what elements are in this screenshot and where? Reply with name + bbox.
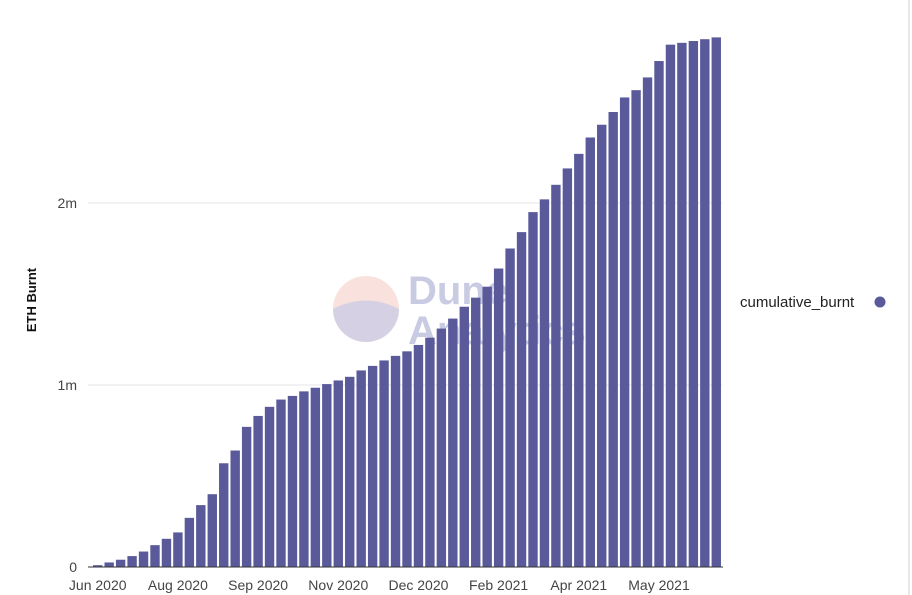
x-tick-label: Dec 2020 [388, 577, 448, 593]
x-tick-label: Sep 2020 [228, 577, 288, 593]
bar-13[interactable] [241, 426, 252, 567]
bar-43[interactable] [585, 137, 595, 568]
bar-10[interactable] [207, 494, 217, 567]
bar-26[interactable] [390, 355, 401, 567]
bar-20[interactable] [322, 384, 332, 567]
legend-label: cumulative_burnt [740, 294, 855, 311]
x-tick-label: Feb 2021 [469, 577, 528, 593]
x-axis-ticks: Jun 2020 Aug 2020 Sep 2020 Nov 2020 Dec 2020… [69, 577, 690, 593]
bar-44[interactable] [597, 124, 607, 568]
bar-33[interactable] [471, 297, 481, 567]
x-tick-label: Aug 2020 [148, 577, 208, 593]
bar-27[interactable] [402, 351, 412, 567]
bar-8[interactable] [184, 517, 195, 567]
bar-53[interactable] [700, 39, 710, 567]
bar-50[interactable] [665, 44, 676, 568]
bar-48[interactable] [642, 77, 653, 568]
bar-47[interactable] [631, 90, 641, 567]
bar-29[interactable] [425, 337, 435, 567]
bar-7[interactable] [173, 532, 183, 567]
bar-42[interactable] [574, 153, 584, 568]
bar-11[interactable] [219, 463, 229, 567]
bar-54[interactable] [711, 37, 721, 567]
bar-14[interactable] [253, 415, 263, 567]
bar-25[interactable] [379, 360, 389, 567]
bar-18[interactable] [299, 391, 309, 567]
bar-32[interactable] [459, 306, 469, 567]
y-tick-label: 2m [58, 195, 77, 211]
bar-0[interactable] [93, 565, 103, 567]
bar-35[interactable] [493, 268, 504, 567]
bar-21[interactable] [333, 380, 343, 567]
y-axis-label: ETH Burnt [24, 267, 39, 332]
legend[interactable]: cumulative_burnt [740, 294, 886, 311]
bar-28[interactable] [413, 344, 424, 567]
bar-41[interactable] [562, 168, 573, 568]
y-tick-label: 1m [58, 377, 77, 393]
y-tick-label: 0 [69, 559, 77, 575]
bar-52[interactable] [688, 41, 699, 567]
bar-40[interactable] [551, 184, 561, 568]
bar-49[interactable] [654, 61, 664, 567]
bar-5[interactable] [150, 545, 160, 567]
bar-34[interactable] [482, 286, 492, 567]
bar-22[interactable] [345, 376, 355, 567]
bar-6[interactable] [161, 538, 172, 567]
bar-15[interactable] [264, 406, 275, 567]
bar-38[interactable] [528, 212, 538, 567]
bar-2[interactable] [115, 559, 126, 567]
bar-4[interactable] [138, 551, 149, 567]
x-tick-label: Apr 2021 [550, 577, 607, 593]
bar-1[interactable] [104, 562, 114, 567]
bar-3[interactable] [127, 556, 137, 567]
legend-marker [874, 296, 886, 308]
bar-36[interactable] [505, 248, 515, 568]
watermark-logo-bottom [333, 300, 399, 342]
bar-51[interactable] [677, 42, 687, 567]
bar-17[interactable] [287, 395, 298, 567]
bar-19[interactable] [310, 387, 321, 567]
bar-45[interactable] [608, 112, 618, 567]
x-tick-label: Nov 2020 [308, 577, 368, 593]
x-tick-label: May 2021 [628, 577, 690, 593]
x-tick-label: Jun 2020 [69, 577, 127, 593]
bar-46[interactable] [619, 97, 630, 567]
bar-9[interactable] [196, 505, 206, 567]
bar-12[interactable] [230, 450, 240, 567]
bar-23[interactable] [356, 370, 366, 567]
bar-24[interactable] [367, 365, 378, 567]
bar-39[interactable] [539, 199, 550, 568]
bar-37[interactable] [516, 232, 527, 567]
bar-30[interactable] [436, 328, 447, 567]
bar-16[interactable] [276, 399, 286, 567]
bars [93, 37, 721, 568]
watermark-line-1: Dune [408, 269, 508, 313]
y-axis-ticks: 0 1m 2m [58, 195, 78, 575]
bar-31[interactable] [448, 318, 458, 567]
